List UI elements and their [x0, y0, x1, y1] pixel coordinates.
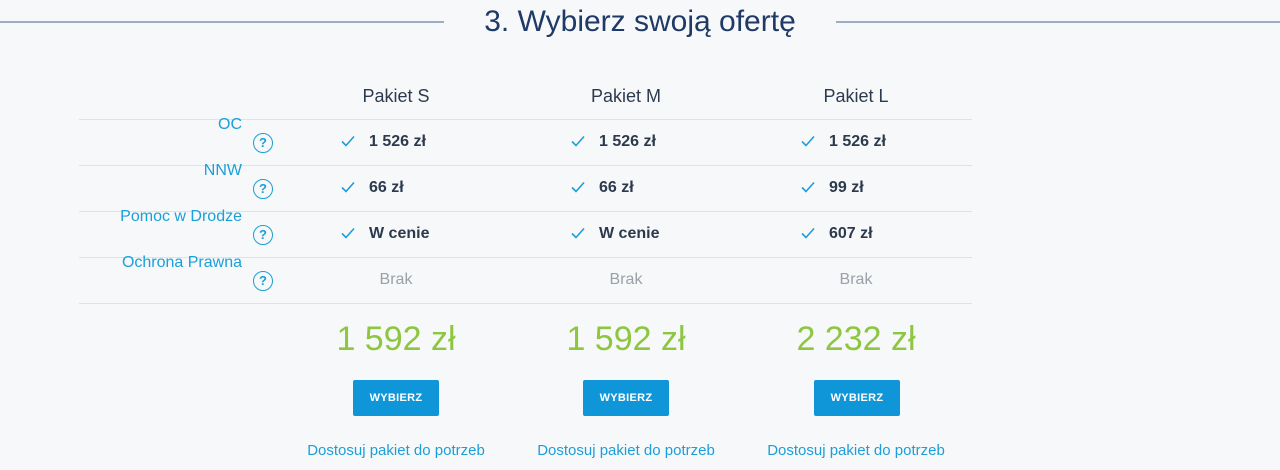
- header-divider-left: [0, 21, 444, 23]
- plan-header-row: Pakiet S Pakiet M Pakiet L: [79, 72, 972, 120]
- coverage-cell: 1 526 zł: [741, 120, 971, 165]
- coverage-value: 1 526 zł: [599, 133, 656, 150]
- question-circle-icon[interactable]: ?: [253, 225, 273, 245]
- customize-plan-m-link[interactable]: Dostosuj pakiet do potrzeb: [537, 442, 715, 459]
- check-icon: [571, 135, 585, 147]
- coverage-cell: Brak: [281, 258, 511, 303]
- coverage-cell: 99 zł: [741, 166, 971, 211]
- coverage-label: Ochrona Prawna: [121, 254, 242, 271]
- coverage-value: W cenie: [599, 225, 660, 242]
- coverage-value-none: Brak: [379, 271, 413, 288]
- question-circle-icon[interactable]: ?: [253, 179, 273, 199]
- coverage-value: 1 526 zł: [829, 133, 886, 150]
- check-icon: [341, 181, 355, 193]
- plan-name-s: Pakiet S: [362, 86, 430, 106]
- coverage-value: 1 526 zł: [369, 133, 426, 150]
- question-circle-icon[interactable]: ?: [253, 271, 273, 291]
- plan-price-m: 1 592 zł: [566, 320, 686, 358]
- choose-plan-l-button[interactable]: WYBIERZ: [814, 380, 900, 416]
- customize-plan-s-link[interactable]: Dostosuj pakiet do potrzeb: [307, 442, 485, 459]
- coverage-cell: 66 zł: [511, 166, 741, 211]
- check-icon: [801, 135, 815, 147]
- coverage-value-none: Brak: [839, 271, 873, 288]
- coverage-row-roadside-assistance: Pomoc w Drodze ? W cenie W cenie 607 zł: [79, 208, 972, 258]
- choose-plan-m-button[interactable]: WYBIERZ: [583, 380, 669, 416]
- coverage-label: NNW: [203, 162, 242, 179]
- plan-name-m: Pakiet M: [590, 86, 662, 106]
- coverage-cell: 66 zł: [281, 166, 511, 211]
- coverage-value: W cenie: [369, 225, 430, 242]
- check-icon: [801, 227, 815, 239]
- coverage-cell: 607 zł: [741, 212, 971, 257]
- coverage-value-none: Brak: [609, 271, 643, 288]
- customize-plan-l-link[interactable]: Dostosuj pakiet do potrzeb: [767, 442, 945, 459]
- section-header: 3. Wybierz swoją ofertę: [0, 0, 1280, 46]
- coverage-value: 66 zł: [369, 179, 404, 196]
- plan-name-l: Pakiet L: [823, 86, 889, 106]
- coverage-value: 99 zł: [829, 179, 864, 196]
- coverage-row-legal-protection: Ochrona Prawna ? Brak Brak Brak: [79, 254, 972, 304]
- coverage-label: OC: [218, 116, 242, 133]
- check-icon: [801, 181, 815, 193]
- coverage-cell: W cenie: [511, 212, 741, 257]
- coverage-row-oc: OC ? 1 526 zł 1 526 zł 1 526 zł: [79, 116, 972, 166]
- coverage-cell: 1 526 zł: [511, 120, 741, 165]
- check-icon: [341, 135, 355, 147]
- header-divider-right: [836, 21, 1280, 23]
- coverage-cell: W cenie: [281, 212, 511, 257]
- check-icon: [571, 181, 585, 193]
- plan-comparison-table: Pakiet S Pakiet M Pakiet L OC ? 1 526 zł…: [79, 72, 972, 304]
- check-icon: [341, 227, 355, 239]
- choose-plan-s-button[interactable]: WYBIERZ: [353, 380, 439, 416]
- check-icon: [571, 227, 585, 239]
- question-circle-icon[interactable]: ?: [253, 133, 273, 153]
- section-title: 3. Wybierz swoją ofertę: [484, 5, 796, 38]
- coverage-cell: 1 526 zł: [281, 120, 511, 165]
- plan-price-l: 2 232 zł: [796, 320, 916, 358]
- coverage-value: 607 zł: [829, 225, 873, 242]
- coverage-value: 66 zł: [599, 179, 634, 196]
- coverage-label: Pomoc w Drodze: [120, 208, 242, 225]
- plan-price-s: 1 592 zł: [336, 320, 456, 358]
- coverage-row-nnw: NNW ? 66 zł 66 zł 99 zł: [79, 162, 972, 212]
- coverage-cell: Brak: [741, 258, 971, 303]
- coverage-cell: Brak: [511, 258, 741, 303]
